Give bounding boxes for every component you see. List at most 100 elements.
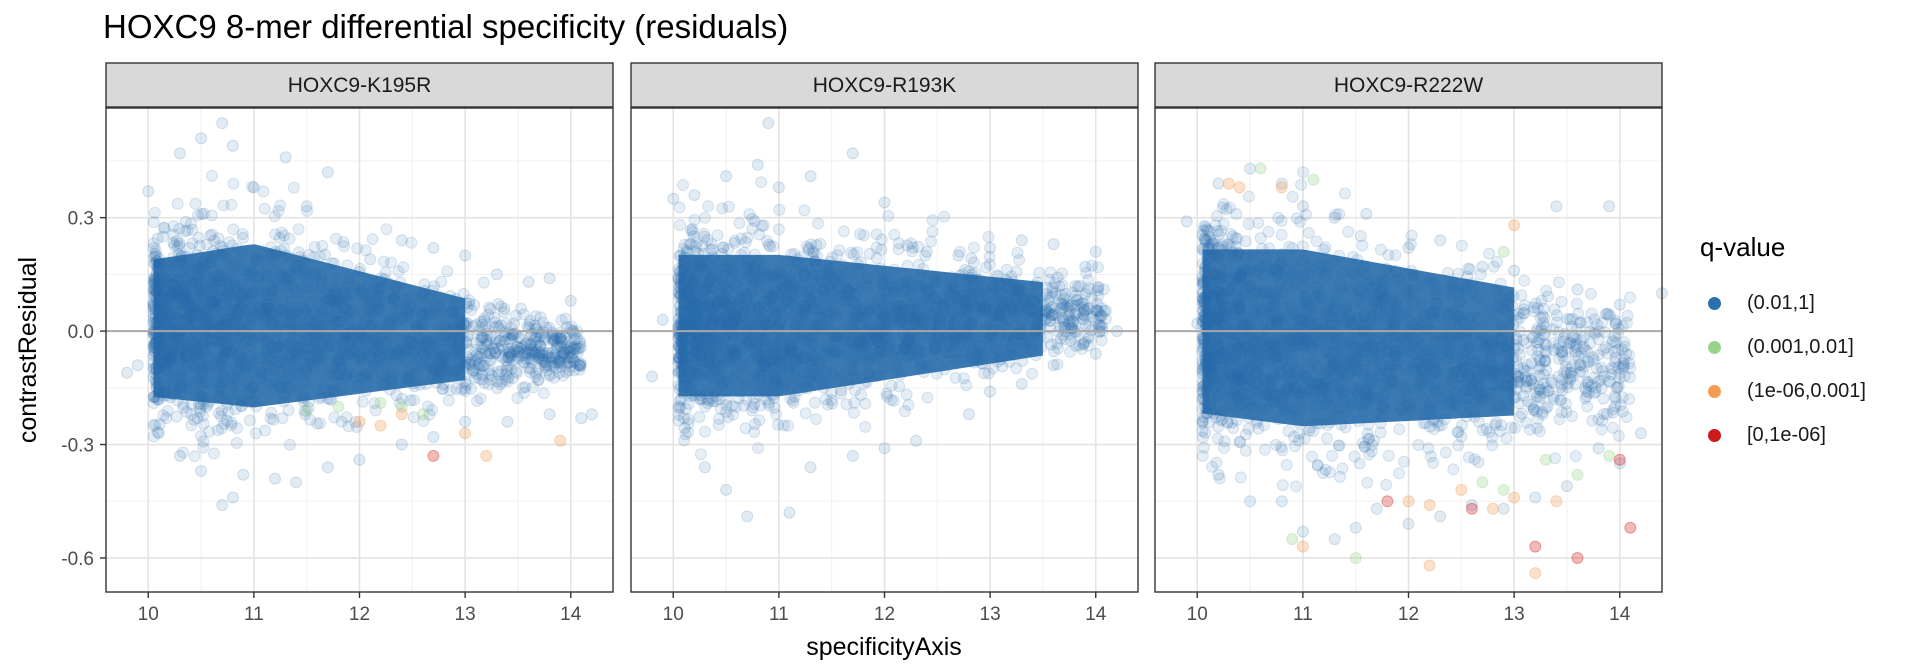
scatter-point <box>530 345 543 357</box>
scatter-point <box>148 345 161 358</box>
scatter-point <box>330 286 343 299</box>
scatter-point <box>564 351 577 364</box>
scatter-point <box>328 296 341 309</box>
scatter-point <box>173 351 186 364</box>
scatter-point <box>302 334 315 347</box>
scatter-point <box>500 364 513 377</box>
scatter-point <box>537 354 550 367</box>
scatter-point <box>149 418 162 431</box>
scatter-point <box>285 307 298 320</box>
scatter-point <box>182 358 195 371</box>
scatter-point <box>699 425 711 438</box>
scatter-point <box>389 304 402 317</box>
scatter-point <box>799 407 812 420</box>
scatter-point <box>1062 318 1075 331</box>
scatter-point <box>332 400 345 413</box>
scatter-point <box>179 294 192 306</box>
scatter-point <box>860 276 873 289</box>
scatter-point <box>1326 449 1338 462</box>
scatter-point <box>1354 230 1367 242</box>
scatter-point <box>1584 287 1597 300</box>
scatter-point <box>705 304 717 317</box>
scatter-point <box>470 349 483 362</box>
scatter-point <box>807 270 820 283</box>
scatter-point <box>433 299 445 312</box>
scatter-point <box>499 368 512 381</box>
scatter-point <box>300 404 313 417</box>
scatter-point <box>964 352 977 365</box>
scatter-point <box>235 400 248 413</box>
scatter-point <box>254 302 267 315</box>
scatter-point <box>225 376 238 389</box>
scatter-point <box>524 314 537 327</box>
scatter-point <box>952 249 965 262</box>
scatter-point <box>395 438 408 451</box>
scatter-point <box>554 355 567 368</box>
scatter-point <box>379 266 392 279</box>
scatter-point <box>802 374 815 387</box>
scatter-point <box>374 419 387 432</box>
scatter-point <box>214 380 226 393</box>
scatter-point <box>322 339 335 352</box>
scatter-point <box>778 377 791 390</box>
scatter-point <box>677 179 689 191</box>
scatter-point <box>656 313 669 326</box>
scatter-point <box>315 320 328 333</box>
scatter-point <box>562 341 575 354</box>
scatter-point <box>349 370 362 383</box>
scatter-point <box>386 312 399 325</box>
scatter-point <box>219 312 231 325</box>
scatter-point <box>743 208 756 221</box>
scatter-point <box>236 228 249 240</box>
scatter-point <box>222 405 235 418</box>
scatter-point <box>1199 426 1212 439</box>
scatter-point <box>225 419 238 432</box>
scatter-point <box>1089 347 1102 360</box>
scatter-point <box>772 418 784 431</box>
scatter-point <box>397 261 410 274</box>
scatter-point <box>201 398 214 411</box>
scatter-point <box>363 347 376 360</box>
scatter-point <box>176 277 189 290</box>
scatter-point <box>147 301 160 314</box>
scatter-point <box>179 287 192 300</box>
scatter-point <box>949 340 962 352</box>
scatter-point <box>688 189 701 201</box>
scatter-point <box>888 263 901 276</box>
scatter-point <box>837 288 850 301</box>
scatter-point <box>678 238 691 251</box>
scatter-point <box>249 427 262 440</box>
scatter-point <box>327 316 340 329</box>
scatter-point <box>338 240 351 253</box>
scatter-point <box>568 364 581 377</box>
scatter-point <box>147 397 160 410</box>
scatter-point <box>292 223 305 236</box>
scatter-point <box>762 117 775 130</box>
scatter-point <box>341 335 354 348</box>
scatter-point <box>260 269 273 282</box>
scatter-point <box>383 277 396 290</box>
scatter-point <box>987 279 1000 291</box>
scatter-point <box>677 412 690 425</box>
scatter-point <box>1077 313 1090 326</box>
scatter-point <box>463 294 476 307</box>
scatter-point <box>702 200 715 213</box>
scatter-point <box>712 418 725 431</box>
scatter-point <box>404 345 417 358</box>
scatter-point <box>945 277 958 290</box>
scatter-point <box>959 263 972 276</box>
scatter-point <box>914 358 927 371</box>
scatter-point <box>283 270 296 283</box>
scatter-point <box>308 316 321 329</box>
scatter-point <box>504 349 517 361</box>
scatter-point <box>1400 390 1413 403</box>
scatter-point <box>384 346 397 359</box>
scatter-point <box>705 380 718 393</box>
scatter-point <box>417 414 430 427</box>
scatter-point <box>746 222 759 235</box>
scatter-point <box>469 371 482 384</box>
scatter-point <box>558 331 571 344</box>
scatter-point <box>932 309 945 322</box>
chart-title: HOXC9 8-mer differential specificity (re… <box>103 8 789 45</box>
scatter-point <box>883 318 896 331</box>
